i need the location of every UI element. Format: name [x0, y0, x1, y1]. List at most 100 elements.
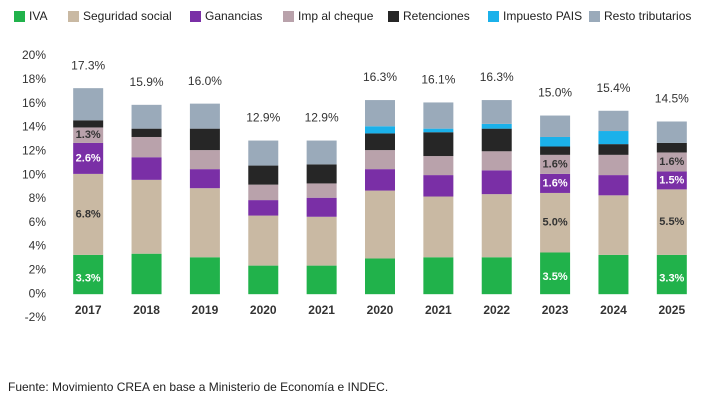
- legend-label: Seguridad social: [83, 9, 172, 23]
- x-tick-label: 2020: [250, 303, 277, 317]
- bar-segment: [73, 127, 104, 143]
- bar-segment: [365, 150, 395, 170]
- total-label: 16.0%: [188, 74, 222, 88]
- data-label: 3.3%: [659, 272, 684, 284]
- bar-segment: [131, 128, 162, 137]
- bar-segment: [481, 123, 512, 129]
- bar-segment: [306, 183, 337, 198]
- bar-segment: [656, 254, 687, 295]
- bar-segment: [481, 100, 512, 124]
- bar-segment: [73, 142, 104, 174]
- bar-segment: [306, 197, 337, 217]
- legend-swatch: [283, 11, 294, 22]
- source-note: Fuente: Movimiento CREA en base a Minist…: [8, 380, 388, 394]
- y-tick-label: 8%: [29, 191, 47, 205]
- bar-segment: [423, 102, 454, 129]
- bar-segment: [656, 152, 687, 172]
- legend-label: Retenciones: [403, 9, 470, 23]
- bar-segment: [306, 140, 337, 165]
- bar-segment: [248, 140, 279, 166]
- total-label: 15.0%: [538, 86, 572, 100]
- y-tick-label: 12%: [22, 143, 46, 157]
- legend-label: Resto tributarios: [604, 9, 691, 23]
- data-label: 1.3%: [76, 129, 101, 141]
- bar-segment: [248, 165, 279, 185]
- data-label: 5.0%: [543, 217, 568, 229]
- bar-segment: [73, 120, 104, 128]
- bar-segment: [306, 216, 337, 266]
- bar-segment: [131, 179, 162, 254]
- bar-segment: [365, 126, 395, 134]
- total-label: 17.3%: [71, 58, 105, 72]
- bar-segment: [540, 173, 571, 193]
- total-label: 12.9%: [305, 111, 339, 125]
- y-tick-label: -2%: [25, 310, 47, 324]
- bar-segment: [423, 132, 454, 157]
- y-tick-label: 0%: [29, 286, 47, 300]
- bar-segment: [423, 156, 454, 176]
- bar-segment: [423, 257, 454, 295]
- legend-swatch: [14, 11, 25, 22]
- x-tick-label: 2018: [133, 303, 160, 317]
- legend-label: IVA: [29, 9, 47, 23]
- total-label: 16.1%: [421, 73, 455, 87]
- bar-segment: [189, 150, 220, 170]
- bar-segment: [481, 128, 512, 152]
- bar-segment: [131, 104, 162, 129]
- total-label: 16.3%: [363, 70, 397, 84]
- data-label: 3.5%: [543, 271, 568, 283]
- x-tick-label: 2020: [367, 303, 394, 317]
- bar-segment: [189, 103, 220, 129]
- bar-segment: [598, 175, 629, 196]
- bar-segment: [598, 131, 629, 145]
- bar-segment: [248, 215, 279, 266]
- bar-segment: [189, 188, 220, 258]
- bar-segment: [73, 88, 104, 121]
- legend-label: Impuesto PAIS: [503, 9, 582, 23]
- bar-segment: [248, 200, 279, 216]
- bar-segment: [423, 196, 454, 258]
- x-tick-label: 2021: [425, 303, 452, 317]
- x-tick-label: 2024: [600, 303, 627, 317]
- legend-swatch: [488, 11, 499, 22]
- y-tick-label: 4%: [29, 239, 47, 253]
- bar-segment: [481, 151, 512, 171]
- bar-segment: [656, 121, 687, 143]
- data-label: 3.3%: [76, 272, 101, 284]
- total-label: 15.4%: [596, 81, 630, 95]
- bar-segment: [365, 190, 395, 259]
- x-tick-label: 2023: [542, 303, 569, 317]
- data-label: 1.6%: [659, 156, 684, 168]
- x-tick-label: 2017: [75, 303, 102, 317]
- bar-segment: [189, 257, 220, 295]
- legend-swatch: [190, 11, 201, 22]
- data-label: 2.6%: [76, 152, 101, 164]
- total-label: 16.3%: [480, 70, 514, 84]
- data-label: 1.5%: [659, 174, 684, 186]
- bar-segment: [131, 157, 162, 180]
- bar-segment: [598, 110, 629, 132]
- data-label: 1.6%: [543, 177, 568, 189]
- y-tick-label: 20%: [22, 48, 46, 62]
- total-label: 15.9%: [130, 75, 164, 89]
- y-tick-label: 14%: [22, 120, 46, 134]
- legend-swatch: [589, 11, 600, 22]
- bar-segment: [131, 253, 162, 295]
- bar-segment: [365, 258, 395, 295]
- data-label: 1.6%: [543, 158, 568, 170]
- x-tick-label: 2019: [192, 303, 219, 317]
- bar-segment: [540, 154, 571, 174]
- bar-segment: [481, 257, 512, 295]
- bar-segment: [598, 254, 629, 295]
- legend-label: Imp al cheque: [298, 9, 374, 23]
- bar-segment: [598, 195, 629, 255]
- bar-segment: [656, 189, 687, 255]
- y-tick-label: 2%: [29, 263, 47, 277]
- bar-segment: [540, 115, 571, 137]
- bar-segment: [540, 136, 571, 147]
- y-tick-label: 6%: [29, 215, 47, 229]
- y-tick-label: 18%: [22, 72, 46, 86]
- x-tick-label: 2021: [308, 303, 335, 317]
- bar-segment: [306, 265, 337, 295]
